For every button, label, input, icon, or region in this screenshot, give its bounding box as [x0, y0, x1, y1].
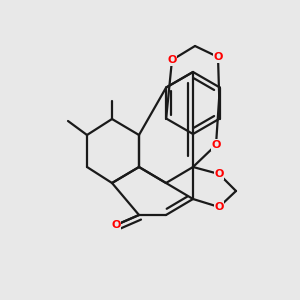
- Text: O: O: [214, 169, 224, 179]
- Text: O: O: [111, 220, 121, 230]
- Text: O: O: [211, 140, 221, 150]
- Text: O: O: [214, 202, 224, 212]
- Text: O: O: [213, 52, 223, 62]
- Text: O: O: [167, 55, 177, 65]
